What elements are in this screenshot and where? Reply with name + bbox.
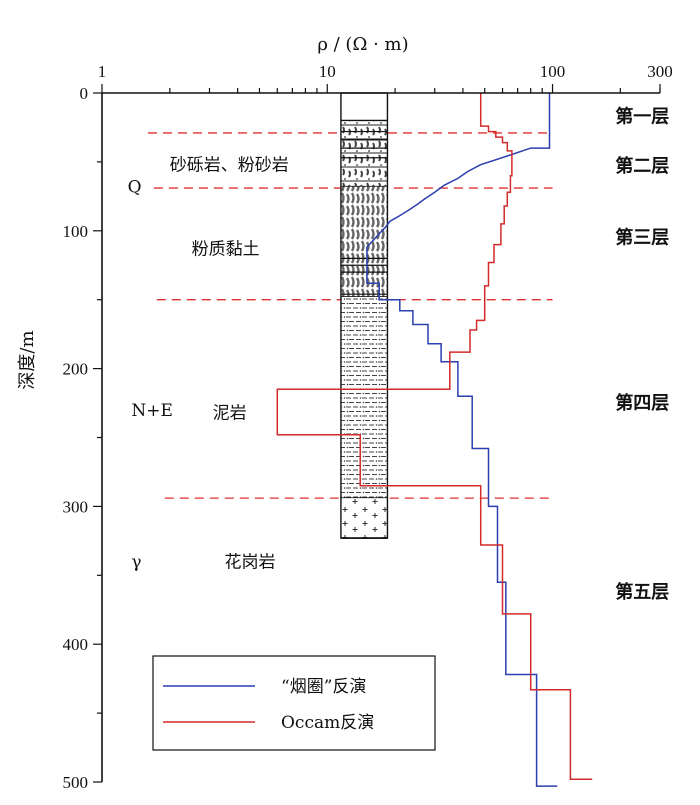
strata-label: Q: [128, 178, 142, 198]
layer-label: 第二层: [615, 155, 669, 177]
layer-label: 第四层: [615, 392, 669, 414]
column-segment-silty-clay: [340, 186, 388, 297]
legend-label-2: Occam反演: [281, 713, 374, 733]
layer-label: 第三层: [615, 227, 669, 249]
y-tick-label: 500: [63, 773, 89, 792]
y-tick-label: 200: [63, 360, 89, 379]
y-tick-label: 400: [63, 635, 89, 654]
x-tick-label: 300: [647, 62, 673, 81]
column-segment-gravel-sandstone: [340, 120, 388, 187]
layer-label: 第五层: [615, 581, 669, 603]
axes: 1 10 100 300 ρ / (Ω · m) 0 100 200 300 400 500 深度/m: [17, 34, 673, 792]
series-lines: [276, 93, 593, 787]
y-axis-title: 深度/m: [17, 330, 38, 389]
legend-box: [152, 655, 436, 751]
x-tick-label: 1: [98, 62, 107, 81]
column-segment-granite: [340, 498, 388, 539]
borehole-column: [340, 92, 389, 539]
strata-label: N+E: [131, 401, 173, 421]
y-tick-label: 0: [80, 84, 89, 103]
strata-label: 泥岩: [213, 404, 247, 424]
x-axis-title: ρ / (Ω · m): [317, 34, 408, 55]
series-line-2: [276, 93, 593, 780]
strata-label: γ: [131, 553, 141, 573]
strata-label: 粉质黏土: [192, 240, 260, 260]
legend-label-1: “烟圈”反演: [281, 677, 366, 697]
column-segment-mudstone: [340, 296, 388, 499]
legend: “烟圈”反演 Occam反演: [152, 655, 436, 751]
x-tick-label: 10: [319, 62, 336, 81]
y-tick-label: 100: [63, 222, 89, 241]
strata-label: 花岗岩: [225, 553, 276, 573]
strata-label: 砂砾岩、粉砂岩: [170, 156, 289, 176]
column-segment-blank: [340, 93, 388, 121]
x-tick-label: 100: [540, 62, 566, 81]
y-tick-label: 300: [63, 497, 89, 516]
layer-label: 第一层: [615, 105, 669, 127]
series-line-1: [366, 93, 558, 787]
